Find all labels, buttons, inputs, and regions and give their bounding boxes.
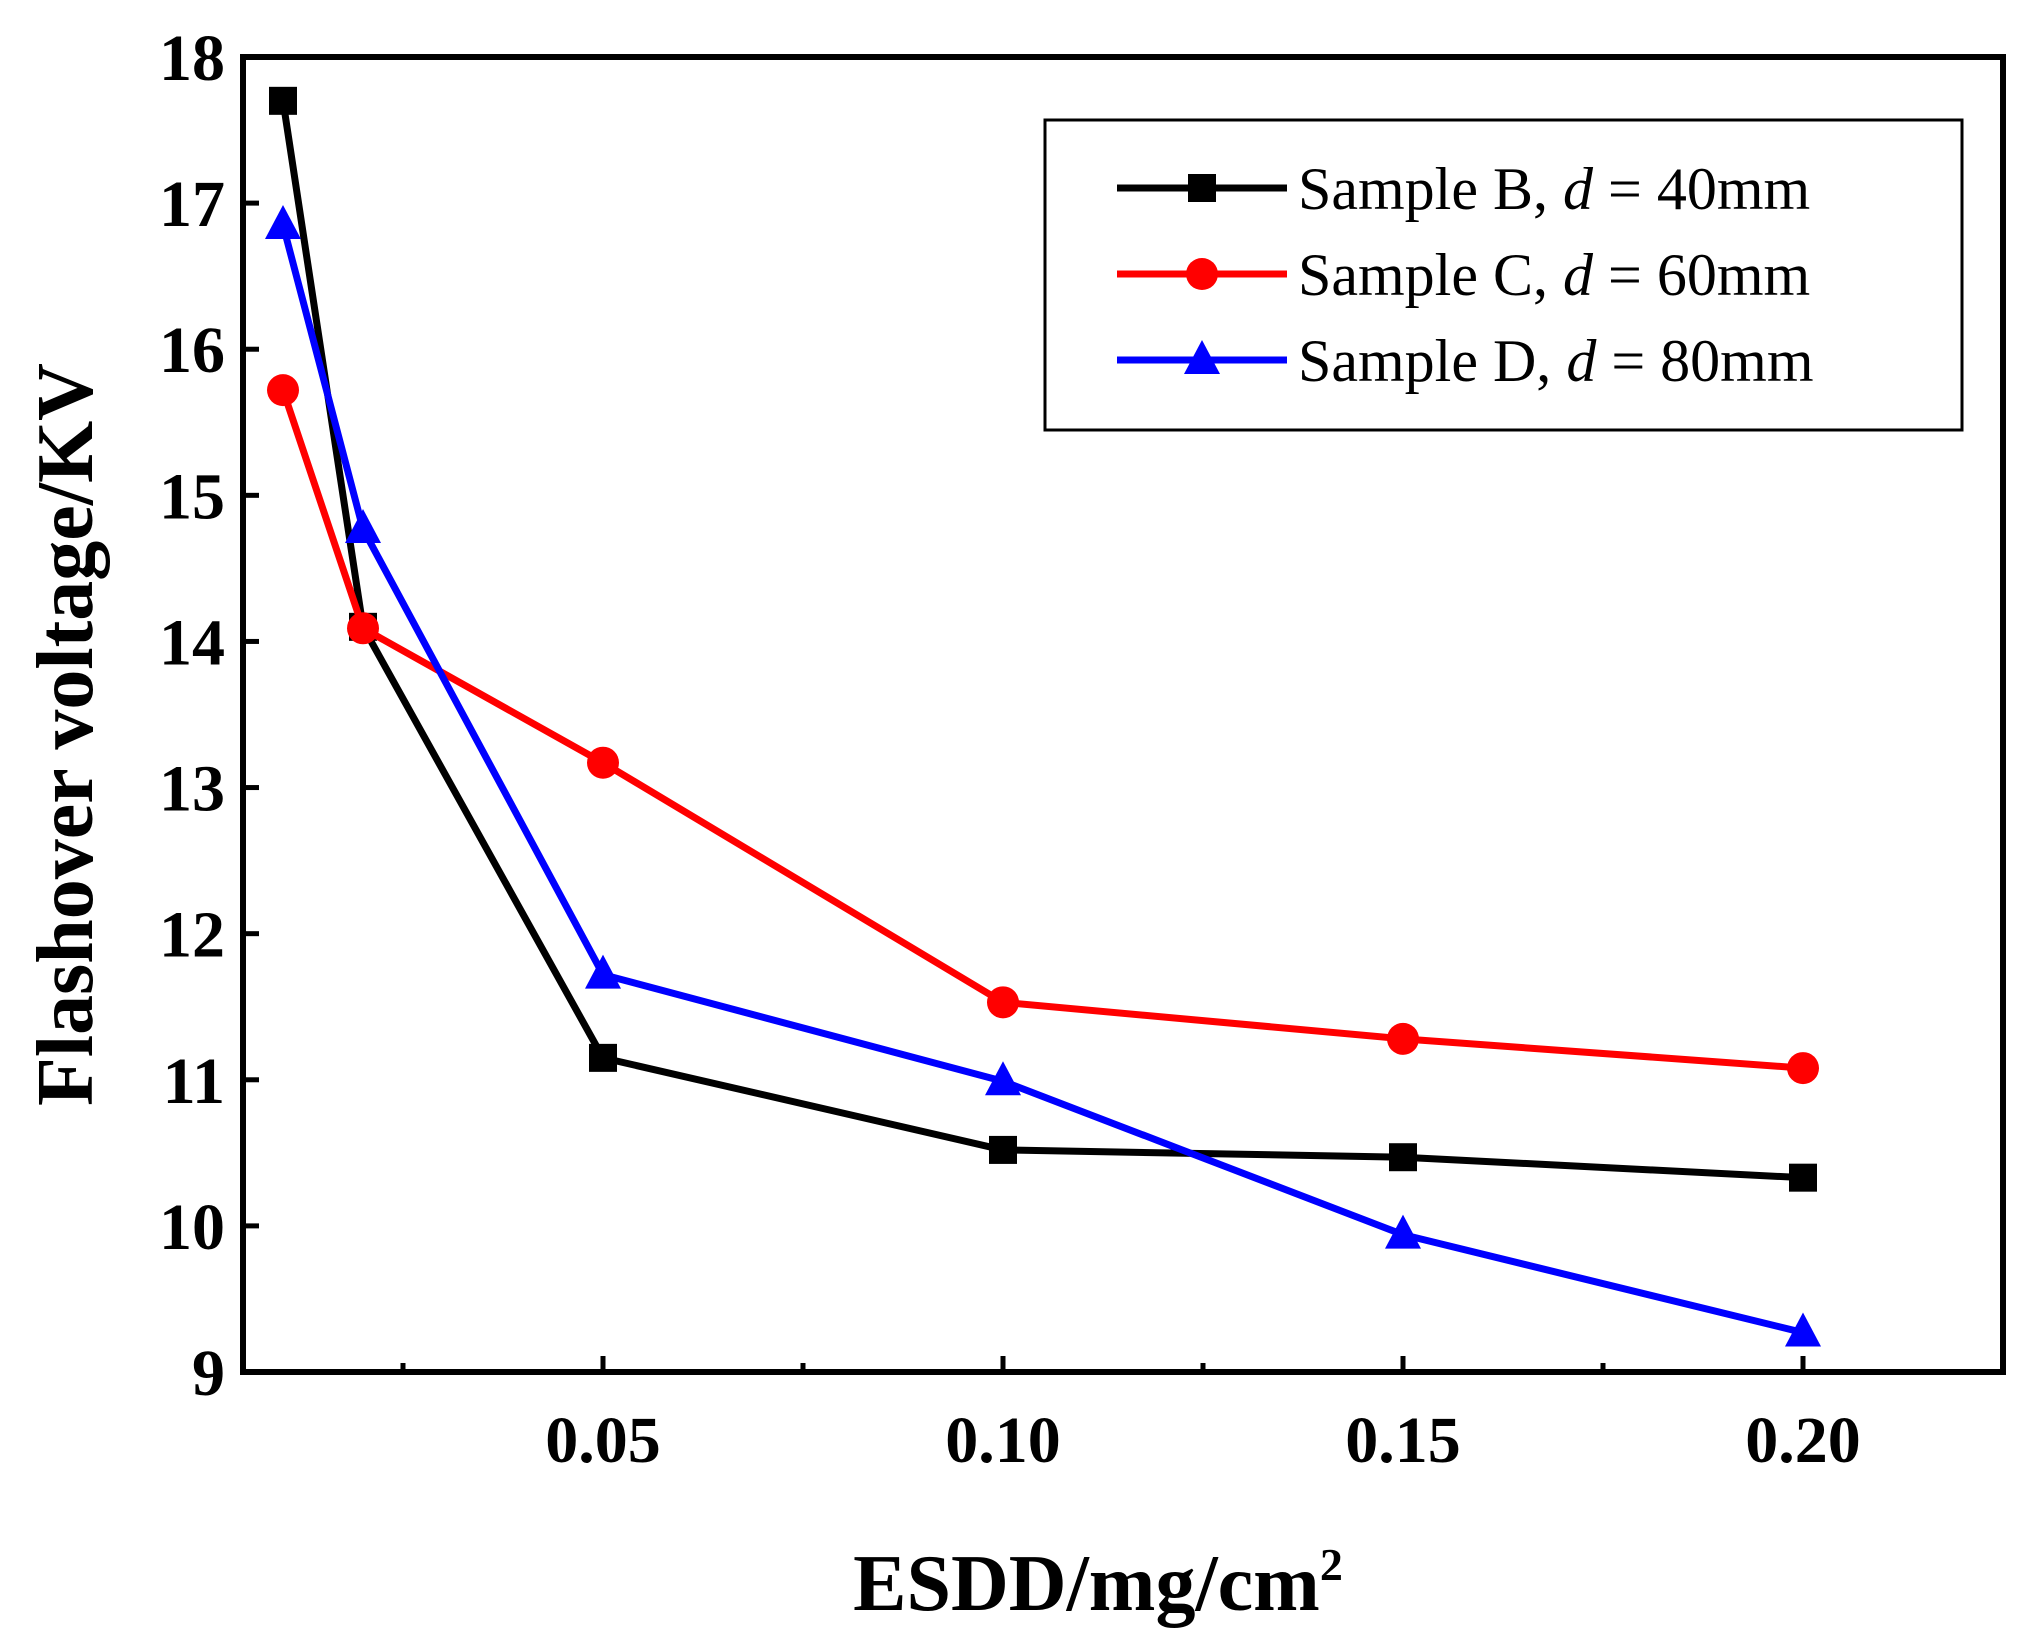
y-tick-label: 11 [163, 1045, 225, 1118]
y-tick-label: 16 [159, 314, 225, 387]
x-tick-label: 0.20 [1745, 1404, 1861, 1477]
legend-marker [1184, 340, 1220, 374]
x-tick-label: 0.10 [945, 1404, 1061, 1477]
data-point [1387, 1022, 1419, 1055]
y-tick-label: 14 [159, 606, 225, 679]
plot-frame [240, 54, 2006, 1375]
legend-label: Sample C, d = 60mm [1298, 242, 1810, 308]
x-axis-title-superscript: 2 [1320, 1539, 1343, 1590]
legend-marker [1188, 174, 1216, 202]
y-tick-label: 18 [159, 22, 225, 95]
data-point [587, 746, 619, 779]
y-tick-label: 12 [159, 899, 225, 972]
legend: Sample B, d = 40mm Sample C, d = 60mm Samp… [1043, 118, 1964, 432]
legend-item: Sample D, d = 80mm [1117, 328, 1814, 394]
axis-ticks: 9 10 11 12 13 14 15 16 17 18 0.05 0.10 0.15 0.20 [159, 22, 1861, 1477]
series-line [279, 224, 1804, 1336]
data-point [585, 954, 621, 989]
x-tick-label: 0.15 [1345, 1404, 1461, 1477]
data-point [989, 1135, 1017, 1164]
y-tick-label: 9 [192, 1337, 225, 1410]
data-point [985, 1061, 1021, 1096]
data-point [1385, 1214, 1421, 1249]
data-point [267, 374, 299, 407]
x-tick-label: 0.05 [545, 1404, 661, 1477]
data-point [347, 612, 379, 645]
series-3 [265, 205, 1821, 1347]
data-point [1789, 1163, 1817, 1192]
series-line [279, 389, 1804, 1072]
y-tick-label: 15 [159, 460, 225, 533]
legend-label: Sample B, d = 40mm [1298, 156, 1810, 222]
data-point [345, 508, 381, 543]
data-point [269, 86, 297, 115]
y-axis-title: Flashover voltage/KV [22, 363, 110, 1106]
data-point [589, 1043, 617, 1072]
data-point [1389, 1143, 1417, 1172]
legend-label: Sample D, d = 80mm [1298, 328, 1814, 394]
data-point [1787, 1052, 1819, 1085]
data-point [987, 986, 1019, 1019]
y-tick-label: 10 [159, 1191, 225, 1264]
legend-item: Sample B, d = 40mm [1117, 156, 1810, 222]
y-tick-label: 17 [159, 168, 225, 241]
series-2 [267, 374, 1819, 1085]
data-point [1785, 1312, 1821, 1347]
series-layer [265, 86, 1821, 1347]
x-axis-title: ESDD/mg/cm2 [853, 1539, 1343, 1628]
y-tick-label: 13 [159, 753, 225, 826]
legend-marker [1186, 258, 1218, 290]
data-point [265, 205, 301, 240]
legend-item: Sample C, d = 60mm [1117, 242, 1810, 308]
